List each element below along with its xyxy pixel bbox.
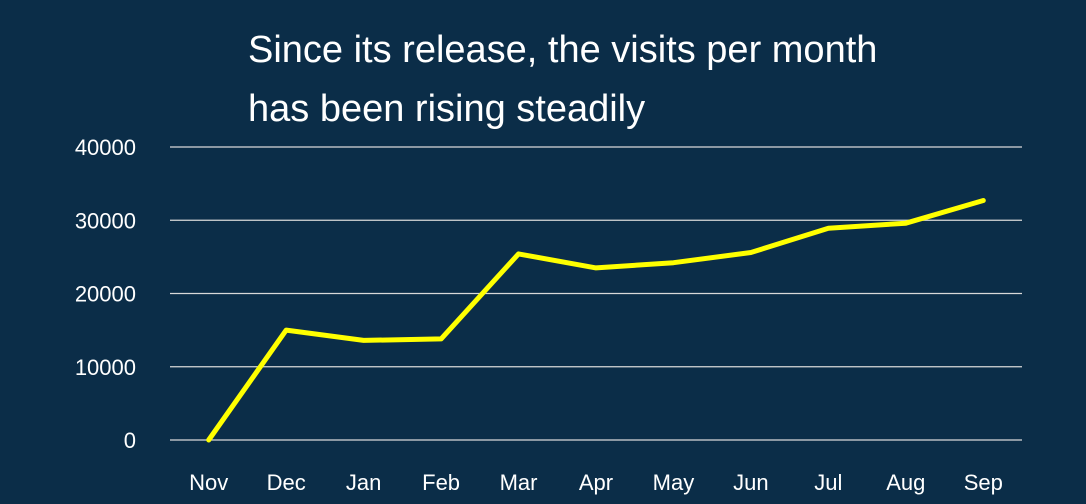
x-tick-label: Aug	[886, 470, 925, 495]
y-axis-tick-labels: 0 10000 20000 30000 40000	[75, 135, 136, 453]
y-tick-label: 20000	[75, 282, 136, 307]
x-tick-label: Apr	[579, 470, 613, 495]
series-line-0	[206, 198, 986, 443]
x-tick-label: Feb	[422, 470, 460, 495]
x-tick-label: Sep	[964, 470, 1003, 495]
x-tick-label: Jul	[814, 470, 842, 495]
gridlines	[170, 146, 1022, 441]
x-tick-label: Mar	[500, 470, 538, 495]
series-layer	[206, 198, 986, 443]
y-tick-label: 30000	[75, 208, 136, 233]
y-tick-label: 0	[124, 428, 136, 453]
x-tick-label: May	[653, 470, 695, 495]
x-tick-label: Jun	[733, 470, 768, 495]
chart-title-line-1: Since its release, the visits per month	[248, 29, 877, 71]
x-axis-tick-labels: Nov Dec Jan Feb Mar Apr May Jun Jul Aug Sep	[189, 470, 1003, 495]
x-tick-label: Jan	[346, 470, 381, 495]
x-tick-label: Dec	[267, 470, 306, 495]
x-tick-label: Nov	[189, 470, 228, 495]
y-tick-label: 10000	[75, 355, 136, 380]
y-tick-label: 40000	[75, 135, 136, 160]
chart-title-line-2: has been rising steadily	[248, 88, 645, 130]
